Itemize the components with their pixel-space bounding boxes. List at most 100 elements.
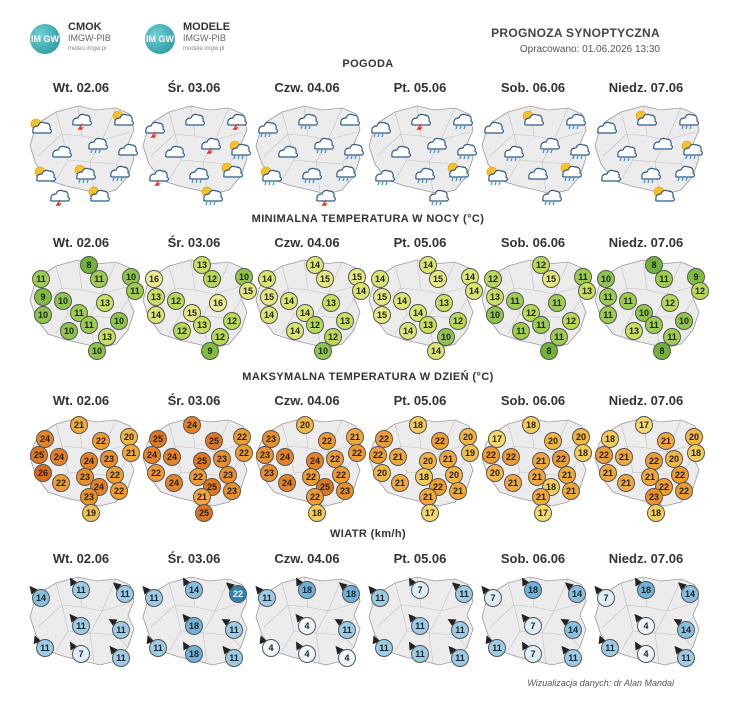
logo-cmok[interactable]: IM GW CMOK IMGW-PIB meteo.imgw.pl [30, 22, 111, 55]
tmin-marker: 15 [429, 270, 447, 288]
section-title-wind: WIATR (km/h) [329, 528, 407, 540]
wind-marker: 7 [411, 581, 429, 599]
tmax-marker: 23 [260, 464, 278, 482]
tmin-marker: 14 [286, 322, 304, 340]
map-tmax-6: 17 18 21 20 18 22 21 22 20 21 21 22 21 22 23 22 18 [591, 412, 705, 522]
wind-marker: 11 [149, 639, 167, 657]
tmin-marker: 11 [645, 316, 663, 334]
tmin-marker: 11 [506, 292, 524, 310]
tmax-marker: 18 [308, 504, 326, 522]
tmax-marker: 24 [50, 448, 68, 466]
tmin-marker: 11 [512, 322, 530, 340]
tmin-marker: 13 [578, 282, 596, 300]
wind-marker: 7 [597, 589, 615, 607]
wind-marker: 11 [36, 639, 54, 657]
logo-modele[interactable]: IM GW MODELE IMGW-PIB modele.imgw.pl [145, 22, 230, 55]
tmin-marker: 12 [562, 312, 580, 330]
tmin-marker: 12 [324, 328, 342, 346]
wind-marker: 11 [225, 649, 243, 667]
day-label-weather: Niedz. 07.06 [608, 80, 684, 95]
tmin-marker: 9 [34, 288, 52, 306]
tmin-marker: 12 [484, 270, 502, 288]
wind-marker: 11 [338, 621, 356, 639]
tmin-marker: 12 [532, 256, 550, 274]
tmax-marker: 21 [599, 464, 617, 482]
tmin-marker: 8 [653, 342, 671, 360]
map-weather-3 [252, 100, 365, 206]
tmax-marker: 17 [635, 416, 653, 434]
map-tmax-2: 24 25 25 22 22 24 24 25 23 22 22 23 24 25 21 23 25 [139, 412, 253, 522]
logo-url: meteo.imgw.pl [68, 46, 107, 52]
page-title: PROGNOZA SYNOPTYCZNA [491, 26, 660, 40]
wind-marker: 18 [185, 645, 203, 663]
tmin-marker: 13 [193, 256, 211, 274]
day-label-weather: Śr. 03.06 [167, 80, 221, 95]
tmax-marker: 24 [143, 446, 161, 464]
wind-marker: 11 [225, 621, 243, 639]
tmin-marker: 14 [147, 306, 165, 324]
map-weather-5 [478, 100, 591, 206]
day-label-tmax: Niedz. 07.06 [608, 393, 684, 408]
tmin-marker: 12 [449, 312, 467, 330]
section-title-tmax: MAKSYMALNA TEMPERATURA W DZIEŃ (°C) [242, 371, 494, 383]
tmin-marker: 10 [675, 312, 693, 330]
wind-marker: 4 [637, 617, 655, 635]
map-tmin-1: 8 11 11 10 11 9 10 11 13 10 11 10 10 13 10 [26, 254, 144, 360]
tmax-marker: 20 [445, 466, 463, 484]
tmin-marker: 16 [145, 270, 163, 288]
wind-marker: 4 [338, 649, 356, 667]
tmax-marker: 21 [562, 482, 580, 500]
wind-marker: 11 [375, 639, 393, 657]
tmin-marker: 10 [34, 306, 52, 324]
wind-marker: 11 [455, 585, 473, 603]
wind-marker: 7 [484, 589, 502, 607]
tmin-marker: 12 [173, 322, 191, 340]
logo-url: modele.imgw.pl [183, 46, 225, 52]
tmax-marker: 20 [486, 464, 504, 482]
tmin-marker: 10 [437, 328, 455, 346]
day-label-weather: Pt. 05.06 [393, 80, 447, 95]
wind-marker: 11 [258, 589, 276, 607]
tmin-marker: 8 [645, 256, 663, 274]
wind-marker: 11 [112, 649, 130, 667]
wind-marker: 7 [524, 645, 542, 663]
wind-marker: 11 [371, 589, 389, 607]
tmax-marker: 25 [205, 432, 223, 450]
credit-text: Wizualizacja danych: dr Alan Mandal [527, 678, 674, 688]
tmin-marker: 15 [373, 288, 391, 306]
wind-marker: 11 [451, 621, 469, 639]
tmax-marker: 23 [256, 446, 274, 464]
day-label-tmin: Czw. 04.06 [274, 235, 340, 250]
tmax-marker: 22 [52, 474, 70, 492]
map-tmin-4: 14 14 15 14 14 15 14 14 13 15 13 12 14 10 14 [365, 254, 483, 360]
tmin-marker: 16 [209, 294, 227, 312]
day-label-wind: Czw. 04.06 [274, 551, 340, 566]
wind-marker: 11 [116, 585, 134, 603]
tmax-marker: 22 [189, 468, 207, 486]
tmin-marker: 11 [80, 316, 98, 334]
tmax-marker: 22 [302, 468, 320, 486]
map-tmax-4: 18 22 22 20 19 22 21 20 21 20 18 20 21 22 21 21 17 [365, 412, 479, 522]
wind-marker: 7 [72, 645, 90, 663]
tmax-marker: 21 [657, 432, 675, 450]
wind-marker: 11 [112, 621, 130, 639]
day-label-weather: Sob. 06.06 [500, 80, 566, 95]
map-wind-6: 7 18 14 4 14 11 4 11 [591, 571, 701, 667]
tmax-marker: 18 [647, 504, 665, 522]
wind-marker: 11 [451, 649, 469, 667]
tmax-marker: 21 [504, 474, 522, 492]
tmax-marker: 24 [276, 448, 294, 466]
poland-map-outline [255, 105, 361, 195]
tmin-marker: 10 [88, 342, 106, 360]
wind-marker: 14 [677, 621, 695, 639]
tmax-marker: 20 [296, 416, 314, 434]
tmin-marker: 13 [486, 288, 504, 306]
tmax-marker: 21 [449, 482, 467, 500]
tmin-marker: 14 [260, 306, 278, 324]
tmin-marker: 11 [32, 270, 50, 288]
tmax-marker: 19 [461, 444, 479, 462]
tmin-marker: 10 [314, 342, 332, 360]
tmax-marker: 22 [348, 444, 366, 462]
tmin-marker: 13 [96, 294, 114, 312]
tmax-marker: 26 [34, 464, 52, 482]
